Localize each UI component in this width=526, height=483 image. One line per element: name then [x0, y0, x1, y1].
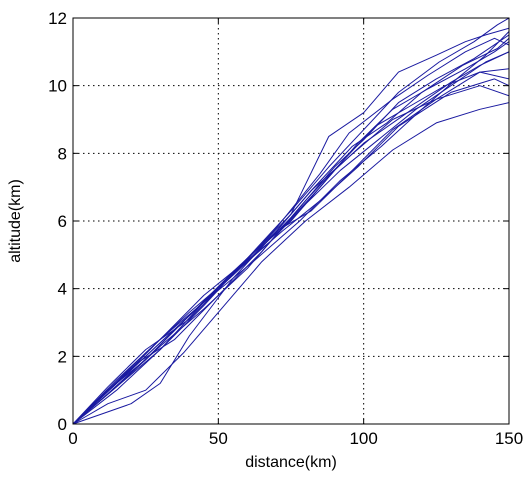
series-line-6: [72, 78, 510, 425]
series-line-10: [72, 41, 510, 425]
y-tick-label: 10: [48, 77, 67, 96]
x-tick-label: 100: [349, 429, 377, 448]
x-axis-label: distance(km): [245, 454, 337, 471]
y-tick-label: 4: [58, 280, 67, 299]
x-tick-label: 150: [495, 429, 523, 448]
series-line-13: [72, 31, 510, 425]
series-line-1: [72, 27, 510, 425]
series-line-14: [72, 37, 510, 425]
y-tick-label: 8: [58, 144, 67, 163]
series-line-11: [72, 71, 510, 425]
series-group: [72, 17, 510, 425]
y-tick-label: 12: [48, 9, 67, 28]
series-line-8: [72, 102, 510, 425]
y-tick-label: 6: [58, 212, 67, 231]
y-axis-label: altitude(km): [7, 179, 24, 263]
ticks: 0 50 100 150 0 2 4 6 8 10 12: [48, 9, 523, 448]
x-tick-label: 0: [68, 429, 77, 448]
y-tick-label: 2: [58, 347, 67, 366]
y-tick-label: 0: [58, 415, 67, 434]
x-tick-label: 50: [209, 429, 228, 448]
